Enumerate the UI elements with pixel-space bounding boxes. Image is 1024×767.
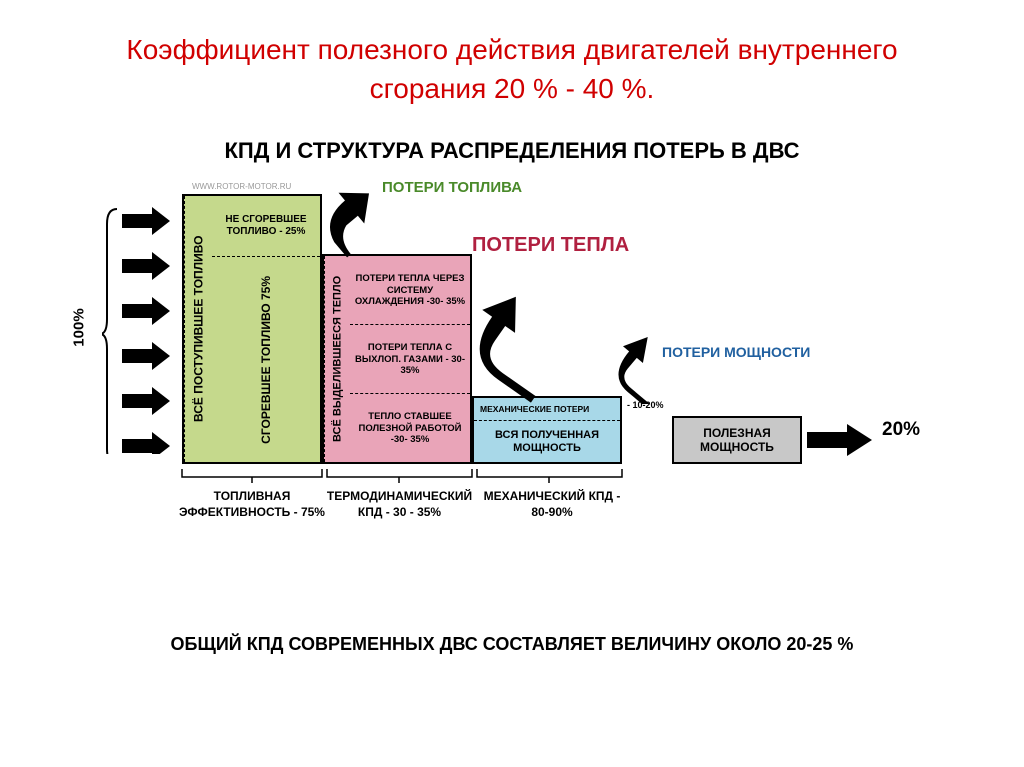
fuel-block: ВСЁ ПОСТУПИВШЕЕ ТОПЛИВО НЕ СГОРЕВШЕЕ ТОП… <box>182 194 322 464</box>
heat-vlabel: ВСЁ ВЫДЕЛИВШЕЕСЯ ТЕПЛО <box>324 256 350 462</box>
input-brace <box>102 194 182 454</box>
input-label: 100% <box>71 309 88 347</box>
heat-exhaust: ПОТЕРИ ТЕПЛА С ВЫХЛОП. ГАЗАМИ - 30- 35% <box>350 324 470 393</box>
useful-label: ПОЛЕЗНАЯ МОЩНОСТЬ <box>674 426 800 454</box>
fuel-unburnt: НЕ СГОРЕВШЕЕ ТОПЛИВО - 25% <box>212 196 320 256</box>
fuel-burnt-label: СГОРЕВШЕЕ ТОПЛИВО 75% <box>259 276 273 444</box>
power-loss-label: ПОТЕРИ МОЩНОСТИ <box>662 344 810 360</box>
heat-loss-arrow <box>477 294 567 404</box>
title-text: Коэффициент полезного действия двигателе… <box>126 34 897 104</box>
mech-loss-text: МЕХАНИЧЕСКИЕ ПОТЕРИ <box>480 404 589 414</box>
efficiency-diagram: WWW.ROTOR-MOTOR.RU 100% ВСЁ ПОСТУПИВШЕЕ … <box>62 184 962 564</box>
mech-block: МЕХАНИЧЕСКИЕ ПОТЕРИ ВСЯ ПОЛУЧЕННАЯ МОЩНО… <box>472 396 622 464</box>
footer-text: ОБЩИЙ КПД СОВРЕМЕННЫХ ДВС СОСТАВЛЯЕТ ВЕЛ… <box>0 634 1024 655</box>
diagram-subtitle: КПД И СТРУКТУРА РАСПРЕДЕЛЕНИЯ ПОТЕРЬ В Д… <box>0 138 1024 164</box>
output-arrow <box>807 424 877 459</box>
source-url: WWW.ROTOR-MOTOR.RU <box>192 182 291 191</box>
fuel-burnt: СГОРЕВШЕЕ ТОПЛИВО 75% <box>212 256 320 462</box>
page-title: Коэффициент полезного действия двигателе… <box>0 0 1024 118</box>
bottom-thermo: ТЕРМОДИНАМИЧЕСКИЙ КПД - 30 - 35% <box>322 489 477 520</box>
useful-block: ПОЛЕЗНАЯ МОЩНОСТЬ <box>672 416 802 464</box>
heat-cooling: ПОТЕРИ ТЕПЛА ЧЕРЕЗ СИСТЕМУ ОХЛАЖДЕНИЯ -3… <box>350 256 470 324</box>
fuel-vlabel: ВСЁ ПОСТУПИВШЕЕ ТОПЛИВО <box>184 196 212 462</box>
fuel-loss-label: ПОТЕРИ ТОПЛИВА <box>382 179 522 196</box>
heat-useful: ТЕПЛО СТАВШЕЕ ПОЛЕЗНОЙ РАБОТОЙ -30- 35% <box>350 393 470 462</box>
output-label: 20% <box>882 419 920 441</box>
mech-useful: ВСЯ ПОЛУЧЕННАЯ МОЩНОСТЬ <box>474 420 620 462</box>
heat-block: ВСЁ ВЫДЕЛИВШЕЕСЯ ТЕПЛО ПОТЕРИ ТЕПЛА ЧЕРЕ… <box>322 254 472 464</box>
bottom-brackets <box>177 469 677 489</box>
heat-loss-label: ПОТЕРИ ТЕПЛА <box>472 234 629 257</box>
bottom-mech: МЕХАНИЧЕСКИЙ КПД - 80-90% <box>477 489 627 520</box>
bottom-fuel: ТОПЛИВНАЯ ЭФФЕКТИВНОСТЬ - 75% <box>177 489 327 520</box>
